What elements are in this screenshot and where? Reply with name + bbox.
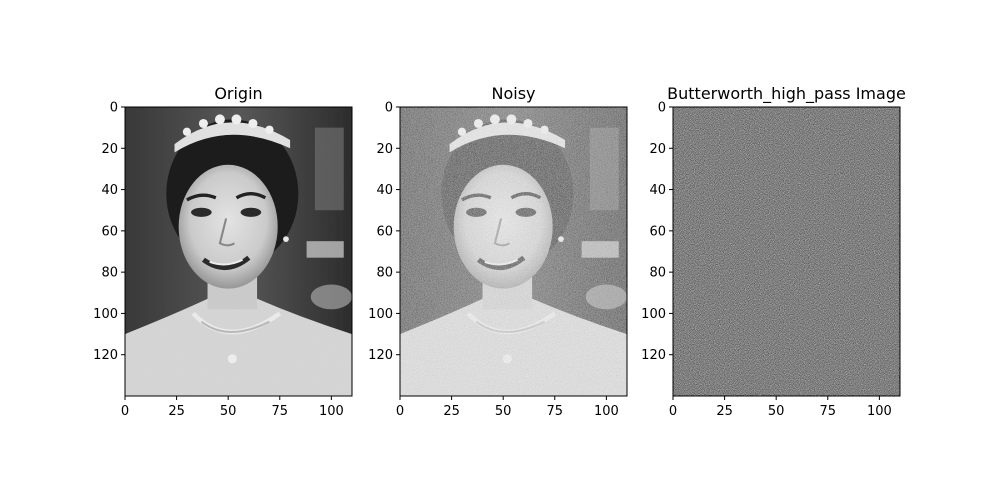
x-tick-label: 100 bbox=[319, 404, 344, 419]
x-tick-label: 0 bbox=[121, 404, 129, 419]
panel-origin: Origin 0 25 50 75 100 0 20 40 60 80 100 120 bbox=[93, 84, 353, 419]
axes-frame bbox=[124, 106, 353, 397]
y-tick-label: 0 bbox=[385, 101, 393, 116]
y-tick-label: 20 bbox=[101, 142, 118, 157]
y-tick-label: 100 bbox=[93, 307, 118, 322]
image-origin bbox=[125, 107, 352, 396]
y-tick-label: 80 bbox=[101, 266, 118, 281]
x-tick-label: 50 bbox=[220, 404, 237, 419]
y-tick-label: 40 bbox=[649, 183, 666, 198]
y-tick-label: 100 bbox=[368, 307, 393, 322]
y-tick-label: 20 bbox=[376, 142, 393, 157]
y-tick-label: 40 bbox=[101, 183, 118, 198]
x-tick-label: 75 bbox=[271, 404, 288, 419]
x-tick-label: 100 bbox=[594, 404, 619, 419]
y-tick-label: 20 bbox=[649, 142, 666, 157]
noise-overlay bbox=[400, 107, 627, 396]
y-tick-label: 60 bbox=[376, 224, 393, 239]
y-tick-label: 120 bbox=[93, 348, 118, 363]
y-tick-label: 40 bbox=[376, 183, 393, 198]
x-tick-label: 50 bbox=[495, 404, 512, 419]
panel-title: Noisy bbox=[491, 84, 535, 103]
y-tick-label: 100 bbox=[641, 307, 666, 322]
y-tick-label: 60 bbox=[101, 224, 118, 239]
x-tick-label: 75 bbox=[819, 404, 836, 419]
y-tick-label: 80 bbox=[649, 266, 666, 281]
y-tick-label: 0 bbox=[110, 101, 118, 116]
x-tick-label: 25 bbox=[168, 404, 185, 419]
x-tick-label: 25 bbox=[716, 404, 733, 419]
y-tick-label: 120 bbox=[368, 348, 393, 363]
panel-title: Butterworth_high_pass Image bbox=[667, 84, 906, 104]
axes-frame bbox=[399, 106, 628, 397]
panel-title: Origin bbox=[214, 84, 262, 103]
x-tick-label: 75 bbox=[546, 404, 563, 419]
axes-frame bbox=[672, 106, 901, 397]
x-tick-label: 50 bbox=[768, 404, 785, 419]
panel-noisy: Noisy 0 25 50 75 100 0 20 40 60 80 100 120 bbox=[368, 84, 628, 419]
x-tick-label: 0 bbox=[396, 404, 404, 419]
x-tick-label: 25 bbox=[443, 404, 460, 419]
x-tick-label: 0 bbox=[669, 404, 677, 419]
y-tick-label: 80 bbox=[376, 266, 393, 281]
y-tick-label: 60 bbox=[649, 224, 666, 239]
x-tick-label: 100 bbox=[867, 404, 892, 419]
y-tick-label: 120 bbox=[641, 348, 666, 363]
y-tick-label: 0 bbox=[658, 101, 666, 116]
